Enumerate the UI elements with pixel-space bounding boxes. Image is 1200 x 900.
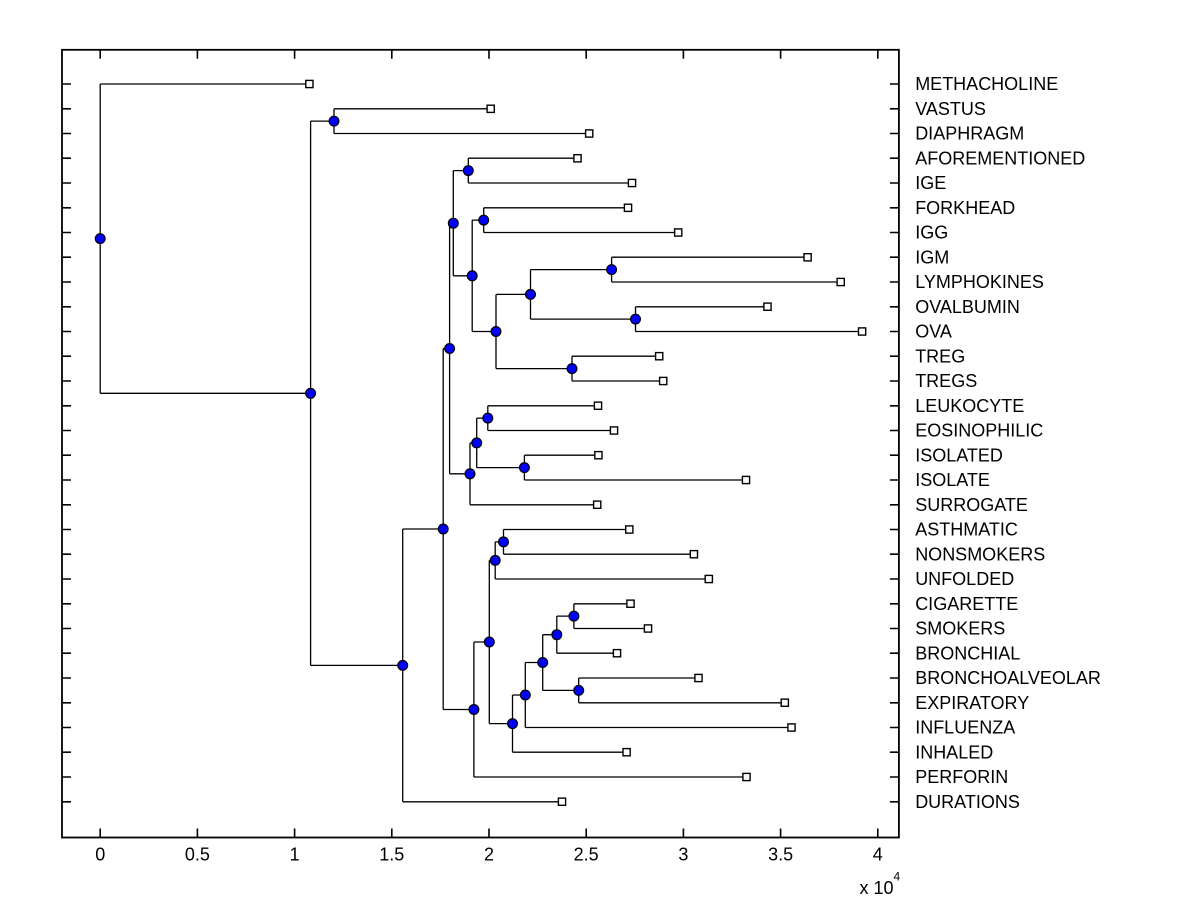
svg-text:NONSMOKERS: NONSMOKERS [915,545,1045,565]
svg-text:ASTHMATIC: ASTHMATIC [915,520,1018,540]
svg-text:2: 2 [484,845,494,865]
svg-text:INFLUENZA: INFLUENZA [915,718,1015,738]
svg-text:2.5: 2.5 [574,845,599,865]
svg-text:FORKHEAD: FORKHEAD [915,198,1015,218]
svg-text:VASTUS: VASTUS [915,99,986,119]
svg-text:4: 4 [894,870,901,884]
svg-text:BRONCHOALVEOLAR: BRONCHOALVEOLAR [915,668,1101,688]
svg-text:IGG: IGG [915,223,948,243]
svg-text:ISOLATE: ISOLATE [915,470,990,490]
svg-text:TREGS: TREGS [915,371,977,391]
svg-text:ISOLATED: ISOLATED [915,445,1003,465]
svg-text:PERFORIN: PERFORIN [915,767,1008,787]
svg-text:IGE: IGE [915,173,946,193]
svg-text:UNFOLDED: UNFOLDED [915,569,1014,589]
svg-text:TREG: TREG [915,346,965,366]
svg-text:LYMPHOKINES: LYMPHOKINES [915,272,1044,292]
svg-text:DURATIONS: DURATIONS [915,792,1020,812]
svg-text:0: 0 [95,845,105,865]
svg-text:OVA: OVA [915,322,952,342]
svg-text:DIAPHRAGM: DIAPHRAGM [915,124,1024,144]
svg-text:SURROGATE: SURROGATE [915,495,1028,515]
svg-text:OVALBUMIN: OVALBUMIN [915,297,1020,317]
svg-text:EXPIRATORY: EXPIRATORY [915,693,1029,713]
svg-text:CIGARETTE: CIGARETTE [915,594,1018,614]
svg-text:IGM: IGM [915,247,949,267]
svg-text:3: 3 [678,845,688,865]
svg-text:1.5: 1.5 [379,845,404,865]
svg-text:SMOKERS: SMOKERS [915,619,1005,639]
svg-text:4: 4 [873,845,883,865]
svg-text:x 10: x 10 [860,878,894,898]
svg-text:INHALED: INHALED [915,743,993,763]
svg-text:0.5: 0.5 [185,845,210,865]
svg-text:EOSINOPHILIC: EOSINOPHILIC [915,421,1043,441]
svg-text:3.5: 3.5 [768,845,793,865]
svg-text:BRONCHIAL: BRONCHIAL [915,644,1020,664]
svg-text:LEUKOCYTE: LEUKOCYTE [915,396,1024,416]
svg-text:METHACHOLINE: METHACHOLINE [915,74,1058,94]
svg-text:1: 1 [290,845,300,865]
svg-text:AFOREMENTIONED: AFOREMENTIONED [915,148,1085,168]
